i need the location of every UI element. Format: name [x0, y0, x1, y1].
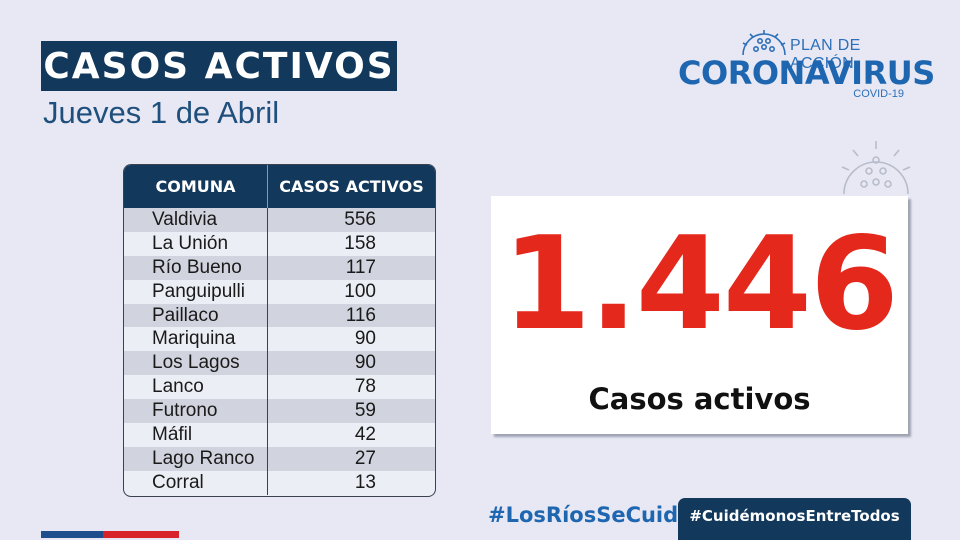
comuna-cell: Paillaco — [124, 303, 268, 328]
virus-decoration-icon — [841, 141, 911, 195]
flag-red-stripe — [103, 531, 179, 538]
casos-cell: 556 — [267, 208, 435, 232]
comuna-cell: La Unión — [124, 231, 268, 256]
table-row: Panguipulli 100 — [124, 279, 435, 304]
flag-blue-stripe — [41, 531, 103, 538]
casos-cell: 27 — [267, 446, 435, 471]
hashtag-cuidemonos: #CuidémonosEntreTodos — [689, 507, 900, 525]
comuna-cell: Futrono — [124, 399, 268, 424]
logo-plan-text: PLAN DE ACCIÓN — [790, 37, 861, 72]
casos-cell: 78 — [354, 376, 376, 398]
title-banner: CASOS ACTIVOS — [41, 41, 397, 91]
table-row: Mariquina 90 — [124, 327, 435, 352]
table-row: Paillaco 116 — [124, 303, 435, 328]
comuna-cell: Valdivia — [124, 208, 268, 232]
total-card: 1.446 Casos activos — [491, 196, 908, 434]
table-row: Corral 13 — [124, 470, 435, 495]
comuna-cell: Lago Ranco — [124, 446, 268, 471]
coronavirus-logo: PLAN DE ACCIÓN CORONAVIRUS COVID-19 — [676, 30, 935, 102]
casos-cell: 13 — [354, 471, 376, 493]
page-title: CASOS ACTIVOS — [43, 45, 395, 87]
total-label: Casos activos — [588, 382, 811, 416]
comuna-cell: Río Bueno — [124, 255, 268, 280]
logo-main-text: CORONAVIRUS — [678, 54, 935, 92]
casos-cell: 158 — [344, 232, 376, 254]
column-header-casos: CASOS ACTIVOS — [267, 165, 435, 208]
comuna-cell: Máfil — [124, 423, 268, 447]
table-row: Lanco 78 — [124, 375, 435, 400]
column-header-comuna: COMUNA — [124, 165, 268, 208]
comuna-cell: Los Lagos — [124, 351, 268, 376]
date-subtitle: Jueves 1 de Abril — [43, 95, 280, 130]
hashtag-los-rios: #LosRíosSeCuida — [488, 503, 693, 527]
casos-cell: 116 — [267, 303, 435, 328]
comuna-cell: Corral — [124, 470, 268, 495]
table-row: Río Bueno 117 — [124, 255, 435, 280]
casos-cell: 59 — [267, 399, 435, 424]
comuna-cell: Panguipulli — [124, 279, 268, 304]
casos-cell: 117 — [267, 255, 435, 280]
table-row: Máfil 42 — [124, 423, 435, 447]
table-row: Valdivia 556 — [124, 208, 435, 232]
table-row: Lago Ranco 27 — [124, 446, 435, 471]
casos-cell: 90 — [267, 351, 435, 376]
table-row: La Unión 158 — [124, 231, 435, 256]
total-active-cases: 1.446 — [502, 210, 899, 359]
table-row: Los Lagos 90 — [124, 351, 435, 376]
casos-cell: 100 — [344, 280, 376, 302]
table-row: Futrono 59 — [124, 399, 435, 424]
casos-cell: 90 — [354, 328, 376, 350]
comuna-cell: Mariquina — [124, 327, 268, 352]
comuna-cell: Lanco — [124, 375, 268, 400]
cases-table: COMUNA CASOS ACTIVOS Valdivia 556 La Unión… — [123, 164, 436, 497]
hashtag-banner: #CuidémonosEntreTodos — [678, 498, 911, 540]
virus-icon — [742, 30, 786, 56]
casos-cell: 42 — [354, 423, 376, 445]
logo-covid-text: COVID-19 — [853, 88, 904, 100]
table-header-row: COMUNA CASOS ACTIVOS — [124, 165, 435, 208]
